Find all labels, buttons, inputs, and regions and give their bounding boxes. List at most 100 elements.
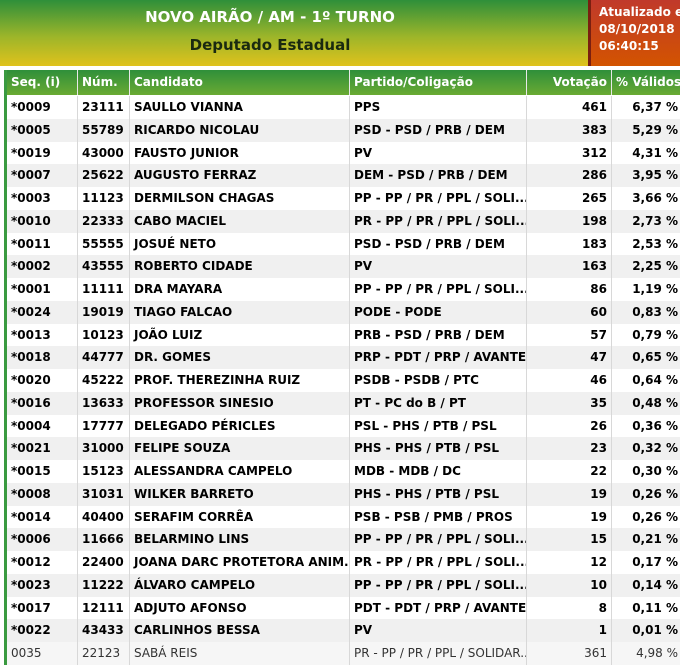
table-cell: 2,53 % [612, 232, 680, 256]
table-cell: 0,26 % [612, 482, 680, 506]
table-cell: CABO MACIEL [130, 209, 350, 233]
table-cell: 10 [527, 573, 612, 597]
table-cell: 0,65 % [612, 346, 680, 370]
table-cell: 45222 [78, 369, 130, 392]
table-cell: *0020 [7, 369, 78, 392]
column-header: Partido/Coligação [350, 70, 527, 95]
table-cell: PR - PP / PR / PPL / SOLI... [350, 209, 527, 233]
table-cell: 286 [527, 164, 612, 188]
table-cell: 0,11 % [612, 596, 680, 620]
table-cell: *0012 [7, 551, 78, 574]
table-cell: 0035 [7, 642, 78, 665]
table-cell: PHS - PHS / PTB / PSL [350, 482, 527, 506]
table-cell: 265 [527, 187, 612, 210]
table-cell: 55789 [78, 118, 130, 142]
table-cell: AUGUSTO FERRAZ [130, 164, 350, 188]
table-cell: *0011 [7, 232, 78, 256]
table-cell: 15123 [78, 460, 130, 483]
table-cell: 35 [527, 391, 612, 415]
table-cell: 0,32 % [612, 437, 680, 461]
table-cell: SAULLO VIANNA [130, 96, 350, 119]
table-cell: 19 [527, 505, 612, 529]
table-cell: FELIPE SOUZA [130, 437, 350, 461]
table-cell: PHS - PHS / PTB / PSL [350, 437, 527, 461]
table-cell: *0010 [7, 209, 78, 233]
table-cell: 13633 [78, 391, 130, 415]
table-cell: 0,26 % [612, 505, 680, 529]
table-cell: PRB - PSD / PRB / DEM [350, 323, 527, 347]
table-cell: FAUSTO JUNIOR [130, 141, 350, 165]
table-cell: PSDB - PSDB / PTC [350, 369, 527, 392]
table-cell: 31000 [78, 437, 130, 461]
table-cell: DERMILSON CHAGAS [130, 187, 350, 210]
table-cell: PP - PP / PR / PPL / SOLI... [350, 528, 527, 552]
table-cell: 1 [527, 619, 612, 643]
table-cell: *0007 [7, 164, 78, 188]
table-cell: *0013 [7, 323, 78, 347]
table-cell: PROF. THEREZINHA RUIZ [130, 369, 350, 392]
table-cell: 0,01 % [612, 619, 680, 643]
table-cell: 0,30 % [612, 460, 680, 483]
table-cell: 31031 [78, 482, 130, 506]
table-cell: 19 [527, 482, 612, 506]
table-cell: 2,25 % [612, 255, 680, 279]
table-cell: ROBERTO CIDADE [130, 255, 350, 279]
table-cell: 312 [527, 141, 612, 165]
table-cell: *0005 [7, 118, 78, 142]
table-cell: 46 [527, 369, 612, 392]
table-cell: PT - PC do B / PT [350, 391, 527, 415]
table-cell: 57 [527, 323, 612, 347]
table-cell: DEM - PSD / PRB / DEM [350, 164, 527, 188]
table-cell: 11222 [78, 573, 130, 597]
table-cell: *0004 [7, 414, 78, 438]
table-cell: 361 [527, 642, 612, 665]
table-cell: 163 [527, 255, 612, 279]
table-cell: TIAGO FALCAO [130, 300, 350, 324]
table-cell: PDT - PDT / PRP / AVANTE [350, 596, 527, 620]
table-cell: 0,14 % [612, 573, 680, 597]
table-cell: SABÁ REIS [130, 642, 350, 665]
table-cell: 1,19 % [612, 278, 680, 301]
table-cell: DELEGADO PÉRICLES [130, 414, 350, 438]
table-cell: 12111 [78, 596, 130, 620]
table-cell: 8 [527, 596, 612, 620]
table-cell: PSD - PSD / PRB / DEM [350, 232, 527, 256]
table-cell: *0016 [7, 391, 78, 415]
table-cell: 43433 [78, 619, 130, 643]
table-cell: RICARDO NICOLAU [130, 118, 350, 142]
table-cell: 23 [527, 437, 612, 461]
table-cell: 0,21 % [612, 528, 680, 552]
table-cell: PSD - PSD / PRB / DEM [350, 118, 527, 142]
table-cell: 6,37 % [612, 96, 680, 119]
table-cell: 22400 [78, 551, 130, 574]
table-cell: 19019 [78, 300, 130, 324]
table-cell: 12 [527, 551, 612, 574]
column-header: % Válidos [612, 70, 680, 95]
table-cell: PR - PP / PR / PPL / SOLI... [350, 551, 527, 574]
table-cell: 0,36 % [612, 414, 680, 438]
table-cell: 5,29 % [612, 118, 680, 142]
table-cell: 60 [527, 300, 612, 324]
table-cell: ALESSANDRA CAMPELO [130, 460, 350, 483]
table-cell: *0021 [7, 437, 78, 461]
table-cell: *0006 [7, 528, 78, 552]
table-cell: SERAFIM CORRÊA [130, 505, 350, 529]
table-cell: 55555 [78, 232, 130, 256]
table-cell: 22123 [78, 642, 130, 665]
table-cell: PPS [350, 96, 527, 119]
table-cell: *0024 [7, 300, 78, 324]
table-cell: *0003 [7, 187, 78, 210]
table-cell: 43000 [78, 141, 130, 165]
table-cell: 44777 [78, 346, 130, 370]
table-cell: 3,66 % [612, 187, 680, 210]
table-cell: *0018 [7, 346, 78, 370]
table-cell: PROFESSOR SINESIO [130, 391, 350, 415]
table-cell: 461 [527, 96, 612, 119]
table-cell: 0,79 % [612, 323, 680, 347]
table-cell: 383 [527, 118, 612, 142]
table-cell: 40400 [78, 505, 130, 529]
table-cell: 4,31 % [612, 141, 680, 165]
table-cell: 22333 [78, 209, 130, 233]
table-cell: 0,48 % [612, 391, 680, 415]
results-table: Seq. (i) Núm. Candidato Partido/Coligação Vo… [4, 70, 680, 665]
